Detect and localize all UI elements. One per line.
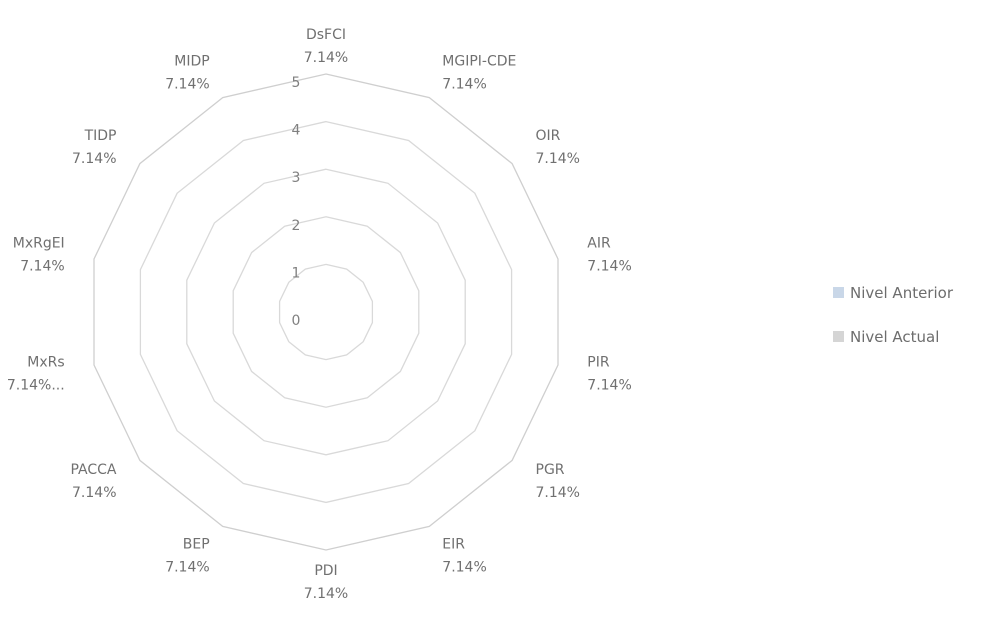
- axis-percentage: 7.14%: [165, 77, 209, 93]
- grid-ring-1: [278, 263, 374, 361]
- legend: Nivel Anterior Nivel Actual: [833, 284, 954, 346]
- axis-label: BEP: [183, 537, 210, 553]
- axis-label: PACCA: [70, 462, 116, 478]
- axis-label: MxRgEI: [13, 235, 65, 251]
- axis-percentage: 7.14%: [304, 50, 348, 66]
- grid-ring-5: [93, 73, 559, 551]
- axis-label: PGR: [536, 462, 565, 478]
- radar-grid: [93, 73, 559, 551]
- axis-percentage: 7.14%: [587, 378, 631, 394]
- axis-percentage: 7.14%: [536, 485, 580, 501]
- axis-label: MGIPI-CDE: [442, 54, 516, 70]
- axis-percentage: 7.14%: [587, 258, 631, 274]
- axis-label: PDI: [314, 563, 337, 579]
- legend-entry: Nivel Anterior: [850, 284, 954, 302]
- legend-swatch: [833, 331, 844, 342]
- axis-label: DsFCI: [306, 27, 346, 43]
- axis-label: OIR: [536, 128, 561, 144]
- axis-percentage: 7.14%: [442, 77, 486, 93]
- axis-labels: DsFCI 7.14% MGIPI-CDE 7.14% OIR 7.14% AIR 7.14%…: [7, 27, 632, 602]
- grid-ring-4: [139, 120, 513, 504]
- tick-label: 5: [292, 75, 301, 91]
- tick-label: 0: [292, 313, 301, 329]
- axis-label: MIDP: [174, 54, 209, 70]
- axis-percentage: 7.14%: [442, 560, 486, 576]
- tick-label: 4: [292, 123, 301, 139]
- axis-percentage: 7.14%: [20, 258, 64, 274]
- tick-label: 1: [292, 265, 301, 281]
- legend-swatch: [833, 287, 844, 298]
- axis-label: AIR: [587, 235, 611, 251]
- axis-percentage: 7.14%: [536, 151, 580, 167]
- axis-label: MxRs: [27, 355, 64, 371]
- axis-label: PIR: [587, 355, 610, 371]
- axis-percentage: 7.14%: [72, 485, 116, 501]
- grid-ring-2: [232, 216, 420, 408]
- axis-percentage: 7.14%: [304, 586, 348, 602]
- grid-ring-3: [186, 168, 466, 456]
- axis-label: EIR: [442, 537, 465, 553]
- axis-percentage: 7.14%...: [7, 378, 65, 394]
- axis-label: TIDP: [84, 128, 117, 144]
- tick-label: 3: [292, 170, 301, 186]
- axis-percentage: 7.14%: [165, 560, 209, 576]
- axis-percentage: 7.14%: [72, 151, 116, 167]
- tick-label: 2: [292, 218, 301, 234]
- legend-entry: Nivel Actual: [850, 328, 939, 346]
- radial-tick-labels: 0 1 2 3 4 5: [292, 75, 301, 329]
